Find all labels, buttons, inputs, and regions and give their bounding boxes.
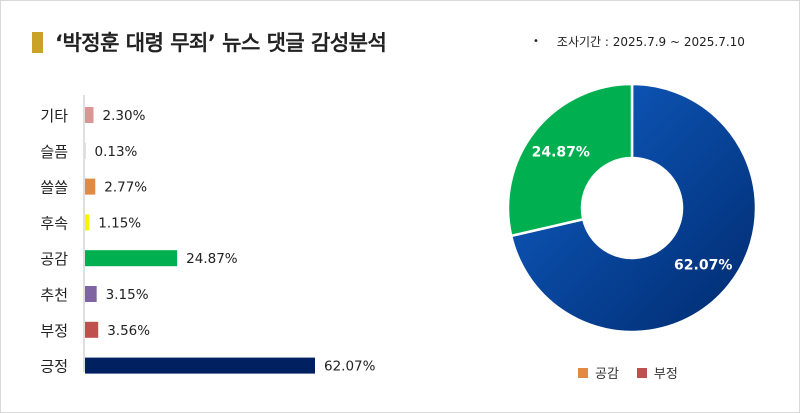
bar — [85, 250, 178, 267]
bar-value-label: 1.15% — [98, 215, 141, 231]
survey-period: • 조사기간 : 2025.7.9 ~ 2025.7.10 — [533, 33, 745, 50]
legend-item: 공감 — [578, 363, 619, 382]
bar — [85, 357, 315, 374]
bar-chart: 기타 2.30% 슬픔 0.13% 쓸쓸 2.77% 후속 1.15% 공감 24.87% 추천 3.… — [40, 95, 376, 376]
bar-category-label: 부정 — [40, 322, 68, 340]
donut-slice-label: 62.07% — [674, 258, 732, 274]
period-bullet: • — [533, 36, 539, 47]
donut-legend: 공감 부정 — [578, 363, 696, 382]
bar-value-label: 24.87% — [186, 251, 238, 267]
bar-value-label: 62.07% — [324, 359, 376, 375]
bar-value-label: 3.56% — [107, 323, 150, 339]
bar-category-label: 슬픔 — [40, 143, 68, 161]
bar — [85, 107, 94, 123]
donut-slice-label: 24.87% — [532, 144, 590, 160]
legend-label: 공감 — [595, 367, 619, 382]
donut-chart: 62.07% 24.87% — [506, 82, 758, 334]
bar — [85, 286, 97, 302]
bar — [85, 214, 90, 231]
chart-title: ‘박정훈 대령 무죄’ 뉴스 댓글 감성분석 — [55, 31, 387, 55]
bar — [85, 142, 86, 159]
bar-category-label: 쓸쓸 — [40, 179, 68, 197]
bar-category-label: 공감 — [40, 250, 68, 268]
bar-value-label: 2.30% — [103, 108, 146, 124]
bar-category-label: 후속 — [40, 214, 68, 232]
bar — [85, 178, 96, 195]
bar-value-label: 0.13% — [95, 144, 138, 160]
period-text: 조사기간 : 2025.7.9 ~ 2025.7.10 — [556, 35, 745, 49]
legend-swatch — [636, 367, 647, 378]
bar-value-label: 2.77% — [104, 180, 147, 196]
legend-label: 부정 — [653, 367, 678, 382]
donut-slice — [509, 82, 758, 334]
title-row: ‘박정훈 대령 무죄’ 뉴스 댓글 감성분석 — [32, 26, 387, 58]
bar-category-label: 추천 — [40, 286, 68, 304]
title-marker — [32, 31, 43, 53]
bar-category-label: 긍정 — [40, 358, 68, 376]
donut-slice — [506, 82, 634, 238]
legend-swatch — [578, 367, 588, 378]
bar — [85, 321, 99, 338]
bar-category-label: 기타 — [40, 107, 68, 125]
legend-item: 부정 — [636, 363, 678, 382]
bar-value-label: 3.15% — [106, 287, 149, 303]
